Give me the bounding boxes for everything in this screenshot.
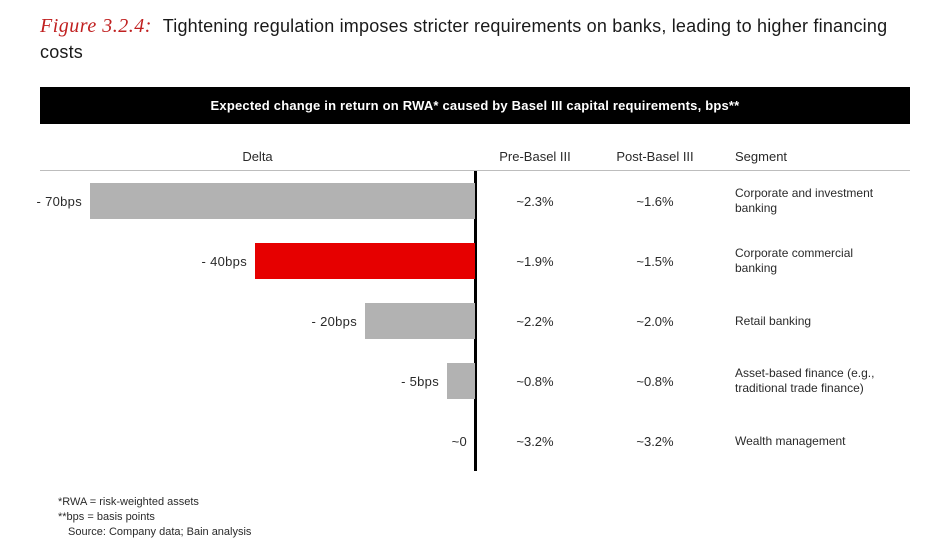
- post-basel-value: ~2.0%: [595, 314, 715, 329]
- footnote-bps: **bps = basis points: [58, 510, 910, 525]
- segment-label: Retail banking: [715, 314, 880, 329]
- chart-area: Delta Pre-Basel III Post-Basel III Segme…: [40, 124, 910, 471]
- col-header-segment: Segment: [715, 149, 880, 164]
- pre-basel-value: ~2.2%: [475, 314, 595, 329]
- bar-wrapper: - 5bps: [367, 351, 475, 411]
- delta-label: - 20bps: [312, 314, 357, 329]
- figure-title-block: Figure 3.2.4: Tightening regulation impo…: [40, 12, 910, 65]
- pre-basel-value: ~0.8%: [475, 374, 595, 389]
- delta-label: - 40bps: [202, 254, 247, 269]
- post-basel-value: ~1.6%: [595, 194, 715, 209]
- col-header-delta: Delta: [40, 149, 475, 164]
- delta-bar: [255, 243, 475, 279]
- delta-bar: [365, 303, 475, 339]
- figure-page: Figure 3.2.4: Tightening regulation impo…: [0, 0, 950, 555]
- segment-label: Corporate commercial banking: [715, 246, 880, 276]
- delta-label: ~0: [452, 434, 467, 449]
- segment-label: Wealth management: [715, 434, 880, 449]
- col-header-pre: Pre-Basel III: [475, 149, 595, 164]
- footnotes: *RWA = risk-weighted assets **bps = basi…: [40, 495, 910, 540]
- pre-basel-value: ~2.3%: [475, 194, 595, 209]
- delta-label: - 5bps: [401, 374, 439, 389]
- post-basel-value: ~3.2%: [595, 434, 715, 449]
- bar-wrapper: ~0: [395, 411, 475, 471]
- col-header-post: Post-Basel III: [595, 149, 715, 164]
- footnote-rwa: *RWA = risk-weighted assets: [58, 495, 910, 510]
- chart-header-bar: Expected change in return on RWA* caused…: [40, 87, 910, 124]
- delta-cell: ~0: [40, 411, 475, 471]
- pre-basel-value: ~1.9%: [475, 254, 595, 269]
- column-headers: Delta Pre-Basel III Post-Basel III Segme…: [40, 124, 910, 170]
- bar-wrapper: - 40bps: [175, 231, 475, 291]
- delta-cell: - 40bps: [40, 231, 475, 291]
- segment-label: Corporate and investment banking: [715, 186, 880, 216]
- segment-label: Asset-based finance (e.g., traditional t…: [715, 366, 880, 396]
- chart-rows: - 70bps ~2.3%~1.6%Corporate and investmen…: [40, 170, 910, 471]
- figure-title-text: Tightening regulation imposes stricter r…: [40, 16, 887, 62]
- bar-wrapper: - 70bps: [10, 171, 475, 231]
- footnote-source: Source: Company data; Bain analysis: [58, 525, 910, 540]
- delta-cell: - 5bps: [40, 351, 475, 411]
- delta-bar: [90, 183, 475, 219]
- bar-wrapper: - 20bps: [285, 291, 475, 351]
- post-basel-value: ~1.5%: [595, 254, 715, 269]
- delta-bar: [447, 363, 475, 399]
- delta-cell: - 20bps: [40, 291, 475, 351]
- figure-number-label: Figure 3.2.4:: [40, 15, 152, 37]
- delta-cell: - 70bps: [40, 171, 475, 231]
- pre-basel-value: ~3.2%: [475, 434, 595, 449]
- post-basel-value: ~0.8%: [595, 374, 715, 389]
- delta-label: - 70bps: [37, 194, 82, 209]
